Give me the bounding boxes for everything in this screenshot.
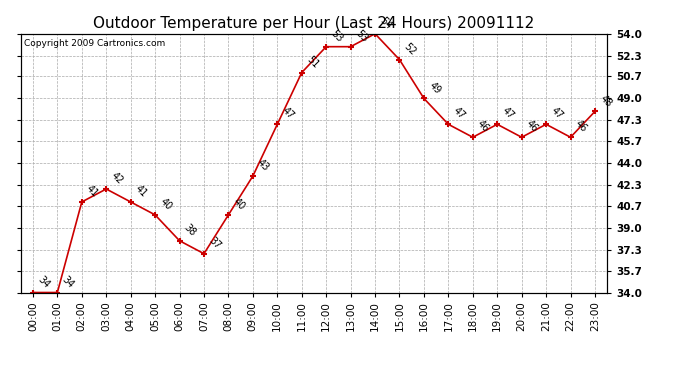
Text: 47: 47 bbox=[549, 106, 564, 122]
Text: 40: 40 bbox=[158, 196, 174, 212]
Text: 47: 47 bbox=[451, 106, 467, 122]
Text: 52: 52 bbox=[402, 41, 418, 57]
Text: 47: 47 bbox=[280, 106, 296, 122]
Title: Outdoor Temperature per Hour (Last 24 Hours) 20091112: Outdoor Temperature per Hour (Last 24 Ho… bbox=[93, 16, 535, 31]
Text: 40: 40 bbox=[231, 196, 247, 212]
Text: 46: 46 bbox=[573, 119, 589, 135]
Text: 47: 47 bbox=[500, 106, 516, 122]
Text: 43: 43 bbox=[255, 158, 271, 173]
Text: 34: 34 bbox=[60, 274, 76, 290]
Text: 53: 53 bbox=[329, 28, 345, 44]
Text: 41: 41 bbox=[85, 183, 100, 199]
Text: 46: 46 bbox=[524, 119, 540, 135]
Text: 49: 49 bbox=[426, 80, 442, 96]
Text: 53: 53 bbox=[353, 28, 369, 44]
Text: Copyright 2009 Cartronics.com: Copyright 2009 Cartronics.com bbox=[23, 39, 165, 48]
Text: 54: 54 bbox=[378, 15, 393, 31]
Text: 37: 37 bbox=[207, 235, 223, 251]
Text: 46: 46 bbox=[475, 119, 491, 135]
Text: 41: 41 bbox=[133, 183, 149, 199]
Text: 34: 34 bbox=[36, 274, 52, 290]
Text: 51: 51 bbox=[304, 54, 320, 70]
Text: 38: 38 bbox=[182, 222, 198, 238]
Text: 42: 42 bbox=[109, 170, 125, 186]
Text: 48: 48 bbox=[598, 93, 613, 109]
